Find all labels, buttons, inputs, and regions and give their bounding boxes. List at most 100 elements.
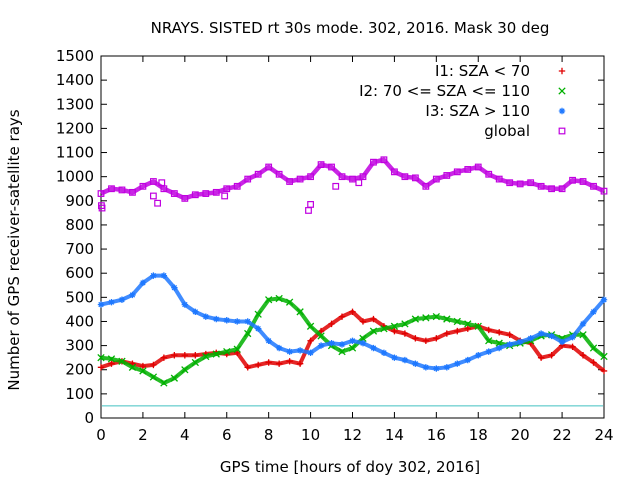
y-tick-label: 500 <box>65 288 94 306</box>
data-point <box>98 204 106 212</box>
data-point <box>370 315 377 323</box>
data-point <box>254 361 262 369</box>
data-point <box>108 360 115 367</box>
data-point <box>506 341 513 348</box>
data-point <box>422 314 430 322</box>
data-point <box>108 185 115 193</box>
data-point <box>338 173 346 181</box>
data-point <box>485 337 493 345</box>
data-point <box>160 354 168 361</box>
data-point <box>328 163 335 171</box>
data-point <box>590 182 597 190</box>
data-point <box>296 347 304 354</box>
data-point <box>474 163 482 171</box>
data-point <box>296 175 304 183</box>
data-point <box>454 327 461 335</box>
x-tick-label: 16 <box>427 426 446 444</box>
data-point <box>97 354 105 362</box>
data-point <box>317 332 325 340</box>
x-tick-label: 8 <box>264 426 274 444</box>
data-point <box>579 178 587 185</box>
data-point <box>411 174 419 182</box>
data-point <box>223 317 230 324</box>
data-point <box>401 356 409 364</box>
data-point <box>370 344 377 352</box>
data-point <box>443 330 451 337</box>
data-point <box>349 308 356 316</box>
data-point <box>191 191 199 199</box>
data-point <box>569 333 576 341</box>
data-point <box>600 296 608 303</box>
data-point <box>537 182 545 190</box>
data-point <box>422 182 430 190</box>
data-point <box>422 337 430 344</box>
y-tick-label: 800 <box>65 216 94 234</box>
data-point <box>233 345 241 353</box>
data-point <box>443 364 451 371</box>
data-point <box>221 192 229 200</box>
data-point <box>548 352 555 359</box>
legend-label: I1: SZA < 70 <box>435 62 530 80</box>
legend-label: I3: SZA > 110 <box>425 102 530 120</box>
data-point <box>307 337 314 344</box>
data-point <box>537 354 545 361</box>
data-point <box>390 322 399 330</box>
data-point <box>170 374 179 382</box>
data-point <box>464 325 471 332</box>
data-point <box>443 172 451 179</box>
data-point <box>118 186 126 194</box>
data-point <box>317 161 325 169</box>
data-point <box>181 194 189 202</box>
data-point <box>149 373 158 381</box>
data-point <box>254 325 262 332</box>
data-point <box>348 344 357 352</box>
x-tick-label: 0 <box>96 426 106 444</box>
data-point <box>590 359 597 366</box>
data-point <box>160 379 168 387</box>
data-point <box>506 331 513 338</box>
data-point <box>212 350 220 358</box>
x-tick-label: 18 <box>469 426 488 444</box>
y-tick-label: 1100 <box>56 144 94 162</box>
data-point <box>412 360 419 367</box>
series-trace-3 <box>100 157 605 201</box>
data-point <box>579 331 587 339</box>
data-point <box>286 348 293 355</box>
data-point <box>97 190 105 197</box>
data-point <box>139 279 147 287</box>
y-tick-label: 600 <box>65 264 94 282</box>
data-point <box>359 339 367 347</box>
y-tick-label: 400 <box>65 312 94 330</box>
data-point <box>590 308 597 316</box>
data-point <box>317 342 325 349</box>
data-point <box>254 170 262 178</box>
data-point <box>296 308 304 316</box>
data-point <box>286 178 294 185</box>
data-point <box>412 335 419 342</box>
data-point <box>391 327 398 335</box>
data-point <box>485 170 493 178</box>
x-tick-label: 12 <box>343 426 362 444</box>
y-tick-label: 200 <box>65 361 94 379</box>
x-tick-label: 4 <box>180 426 190 444</box>
data-point <box>355 179 363 187</box>
data-point <box>254 310 262 318</box>
data-point <box>275 360 283 367</box>
data-point <box>338 341 346 348</box>
data-point <box>548 332 555 340</box>
legend-marker <box>558 107 566 115</box>
data-point <box>527 179 535 187</box>
data-point <box>307 201 314 208</box>
data-point <box>181 301 189 308</box>
data-point <box>296 360 304 367</box>
data-point <box>349 337 356 344</box>
legend-marker <box>558 67 566 75</box>
data-point <box>537 330 545 337</box>
data-point <box>380 325 388 333</box>
data-point <box>496 329 503 336</box>
data-point <box>485 326 492 334</box>
y-tick-label: 1400 <box>56 71 94 89</box>
data-point <box>97 301 105 308</box>
data-point <box>370 158 377 166</box>
